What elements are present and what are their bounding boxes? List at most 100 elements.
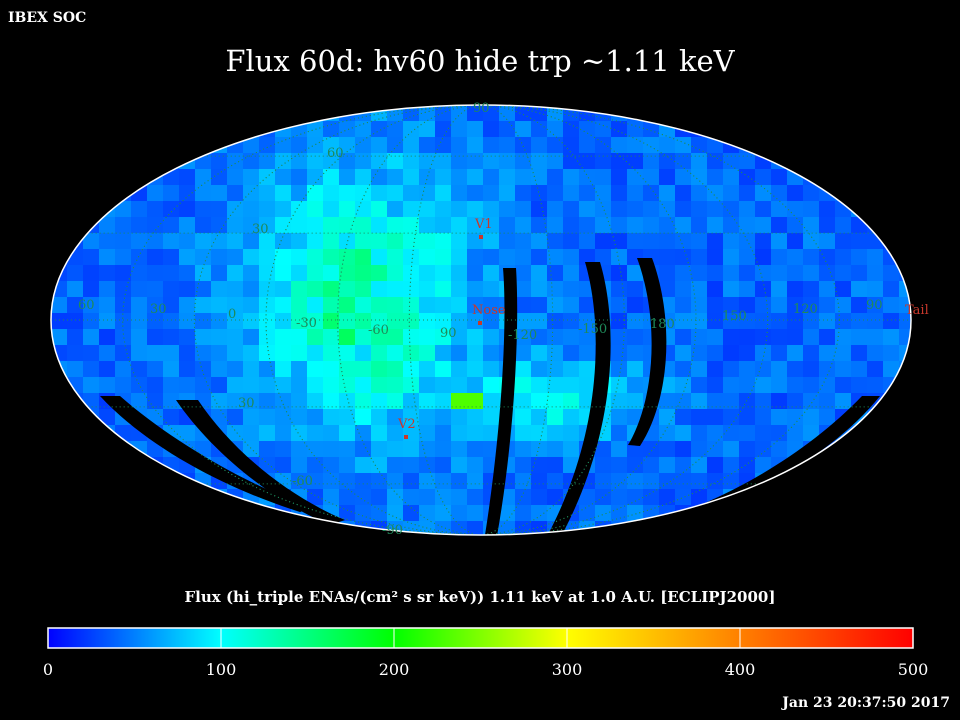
flux-pixel	[67, 505, 84, 522]
flux-pixel	[643, 489, 660, 506]
flux-pixel	[67, 281, 84, 298]
flux-pixel	[659, 153, 676, 170]
flux-pixel	[419, 313, 436, 330]
flux-pixel	[403, 121, 420, 138]
flux-pixel	[883, 441, 900, 458]
flux-pixel	[563, 185, 580, 202]
flux-pixel	[707, 233, 724, 250]
flux-pixel	[755, 265, 772, 282]
flux-pixel	[835, 457, 852, 474]
flux-pixel	[99, 265, 116, 282]
flux-pixel	[771, 345, 788, 362]
colorbar-title: Flux (hi_triple ENAs/(cm² s sr keV)) 1.1…	[184, 588, 776, 606]
flux-pixel	[307, 345, 324, 362]
flux-pixel	[275, 409, 292, 426]
flux-pixel	[355, 185, 372, 202]
flux-pixel	[483, 169, 500, 186]
flux-pixel	[787, 361, 804, 378]
flux-pixel	[835, 233, 852, 250]
flux-pixel	[627, 265, 644, 282]
flux-pixel	[899, 473, 911, 490]
flux-pixel	[547, 217, 564, 234]
flux-pixel	[291, 169, 308, 186]
flux-pixel	[323, 521, 340, 535]
flux-pixel	[835, 361, 852, 378]
flux-pixel	[611, 137, 628, 154]
flux-pixel	[371, 137, 388, 154]
flux-pixel	[435, 153, 452, 170]
flux-pixel	[451, 345, 468, 362]
flux-pixel	[627, 281, 644, 298]
flux-pixel	[595, 521, 612, 535]
flux-pixel	[259, 201, 276, 218]
flux-pixel	[419, 377, 436, 394]
flux-pixel	[867, 473, 884, 490]
flux-pixel	[147, 265, 164, 282]
flux-pixel	[323, 393, 340, 410]
flux-pixel	[563, 313, 580, 330]
flux-pixel	[51, 105, 68, 122]
flux-pixel	[131, 297, 148, 314]
flux-pixel	[595, 185, 612, 202]
flux-pixel	[835, 441, 852, 458]
flux-pixel	[787, 345, 804, 362]
flux-pixel	[659, 521, 676, 535]
flux-pixel	[835, 281, 852, 298]
flux-pixel	[51, 345, 68, 362]
flux-pixel	[643, 185, 660, 202]
flux-pixel	[595, 153, 612, 170]
flux-pixel	[163, 153, 180, 170]
flux-pixel	[675, 249, 692, 266]
flux-pixel	[691, 105, 708, 122]
flux-pixel	[899, 457, 911, 474]
flux-pixel	[835, 505, 852, 522]
flux-pixel	[355, 281, 372, 298]
flux-pixel	[195, 345, 212, 362]
flux-pixel	[355, 345, 372, 362]
flux-pixel	[371, 409, 388, 426]
flux-pixel	[659, 265, 676, 282]
flux-pixel	[51, 377, 68, 394]
flux-pixel	[259, 105, 276, 122]
flux-pixel	[515, 505, 532, 522]
flux-pixel	[131, 121, 148, 138]
flux-pixel	[355, 441, 372, 458]
flux-pixel	[467, 137, 484, 154]
flux-pixel	[243, 345, 260, 362]
flux-pixel	[355, 169, 372, 186]
flux-pixel	[131, 457, 148, 474]
flux-pixel	[371, 425, 388, 442]
flux-pixel	[419, 505, 436, 522]
flux-pixel	[51, 137, 68, 154]
flux-pixel	[611, 473, 628, 490]
flux-pixel	[387, 105, 404, 122]
flux-pixel	[851, 137, 868, 154]
flux-pixel	[227, 249, 244, 266]
flux-pixel	[211, 121, 228, 138]
flux-pixel	[339, 169, 356, 186]
flux-pixel	[115, 217, 132, 234]
flux-pixel	[803, 249, 820, 266]
flux-pixel	[707, 217, 724, 234]
flux-pixel	[771, 201, 788, 218]
flux-pixel	[771, 409, 788, 426]
flux-pixel	[483, 105, 500, 122]
flux-pixel	[563, 409, 580, 426]
flux-pixel	[243, 505, 260, 522]
flux-pixel	[627, 121, 644, 138]
flux-pixel	[291, 393, 308, 410]
flux-pixel	[515, 457, 532, 474]
flux-pixel	[851, 281, 868, 298]
flux-pixel	[451, 409, 468, 426]
flux-pixel	[563, 393, 580, 410]
flux-pixel	[163, 473, 180, 490]
flux-pixel	[307, 473, 324, 490]
flux-pixel	[803, 201, 820, 218]
flux-pixel	[51, 489, 68, 506]
flux-pixel	[227, 393, 244, 410]
flux-pixel	[563, 153, 580, 170]
flux-pixel	[691, 345, 708, 362]
flux-pixel	[147, 249, 164, 266]
flux-pixel	[307, 249, 324, 266]
flux-pixel	[531, 137, 548, 154]
